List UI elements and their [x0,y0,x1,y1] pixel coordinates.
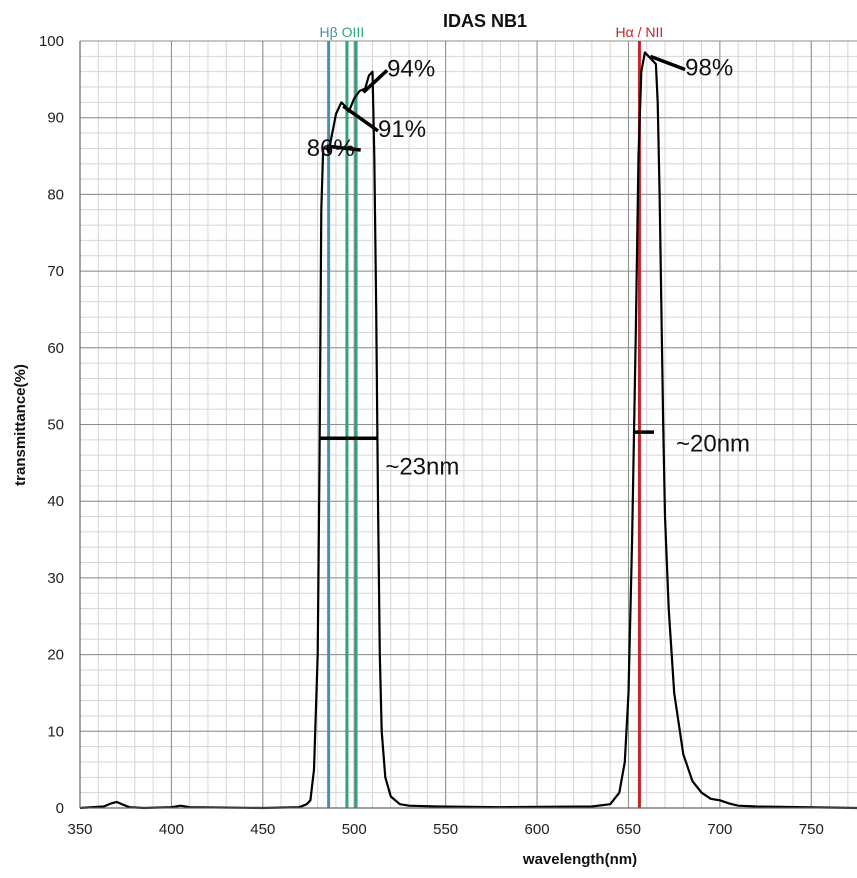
x-axis-title: wavelength(nm) [522,851,637,868]
y-tick-label: 10 [47,723,64,740]
annotation-label: 98% [685,55,733,82]
y-tick-label: 90 [47,110,64,127]
annotation-label: 91% [378,116,426,143]
annotation-label: ~20nm [676,430,750,457]
y-axis-title: transmittance(%) [12,364,29,486]
annotation-pointer [326,144,361,152]
x-tick-label: 350 [67,821,92,838]
axes: 350 400 450 500 550 600 650 700 750 0 10 20 30 40 50 60… [39,33,857,838]
y-tick-label: 100 [39,33,64,50]
x-tick-label: 650 [616,821,641,838]
transmission-curve [79,51,857,810]
series [79,51,857,810]
y-tick-label: 0 [56,800,64,817]
x-tick-label: 700 [707,821,732,838]
x-tick-label: 750 [799,821,824,838]
emission-line-label: Hα / NII [616,24,664,40]
y-tick-label: 70 [47,263,64,280]
y-tick-label: 20 [47,647,64,664]
chart-title: IDAS NB1 [443,11,527,31]
y-tick-label: 50 [47,417,64,434]
x-tick-label: 400 [159,821,184,838]
annotation-label: 86% [307,135,355,162]
annotation-pointer [342,104,380,133]
grid [79,40,857,809]
annotation-label: ~23nm [385,453,459,480]
x-tick-label: 500 [342,821,367,838]
y-tick-label: 60 [47,340,64,357]
y-tick-label: 30 [47,570,64,587]
annotation-label: 94% [387,55,435,82]
annotation-pointer [649,54,686,72]
annotations: 86% 91% 94% 98% ~23nm ~20nm [307,55,750,481]
emission-lines: Hβ OIII Hα / NII [320,24,664,808]
emission-line-label: OIII [342,24,365,40]
x-tick-label: 550 [433,821,458,838]
emission-line-label: Hβ [320,24,338,40]
x-tick-label: 450 [250,821,275,838]
y-tick-label: 40 [47,493,64,510]
x-tick-label: 600 [525,821,550,838]
y-tick-label: 80 [47,186,64,203]
annotation-pointer [362,69,389,94]
